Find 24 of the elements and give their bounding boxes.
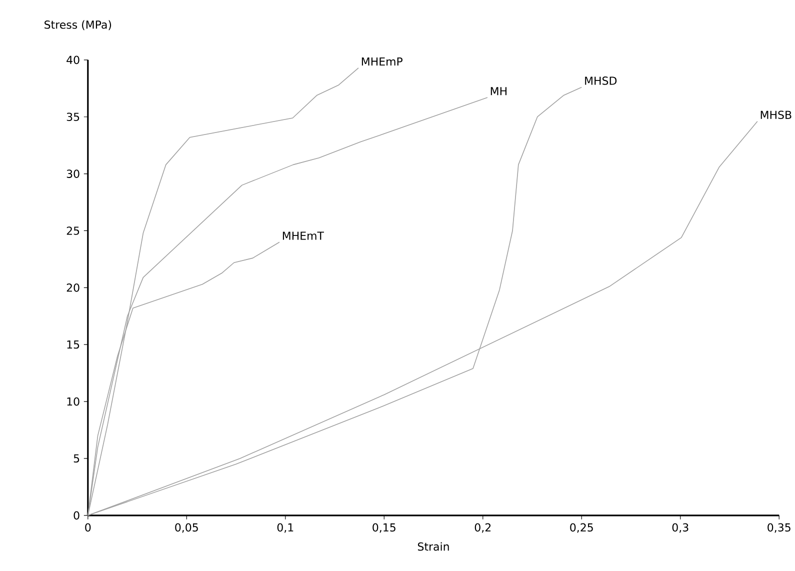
x-tick-label: 0,1	[277, 523, 294, 533]
x-tick-label: 0,05	[175, 523, 198, 533]
y-tick-label: 0	[74, 511, 80, 520]
y-tick-label: 20	[66, 283, 80, 292]
series-label: MHEmT	[282, 232, 324, 240]
series-label: MHEmP	[362, 57, 402, 66]
series-label: MHSD	[585, 76, 617, 85]
x-tick-label: 0,2	[474, 523, 491, 533]
x-tick-label: 0,15	[372, 523, 396, 533]
x-tick-label: 0,3	[672, 523, 688, 533]
x-tick-label: 0	[85, 523, 91, 532]
y-axis-title: Stress (MPa)	[44, 20, 112, 30]
y-tick-label: 30	[66, 169, 80, 178]
series-label: MHSB	[760, 110, 792, 119]
x-tick-label: 0,35	[768, 523, 790, 533]
y-tick-label: 15	[67, 340, 80, 349]
y-tick-label: 5	[74, 454, 80, 462]
y-tick-label: 10	[67, 397, 80, 406]
x-tick-label: 0,25	[570, 523, 593, 533]
y-tick-label: 40	[66, 56, 80, 64]
x-axis-title: Strain	[418, 542, 449, 551]
y-tick-label: 35	[66, 112, 80, 121]
series-label: MH	[490, 86, 506, 95]
y-tick-label: 25	[66, 226, 80, 235]
